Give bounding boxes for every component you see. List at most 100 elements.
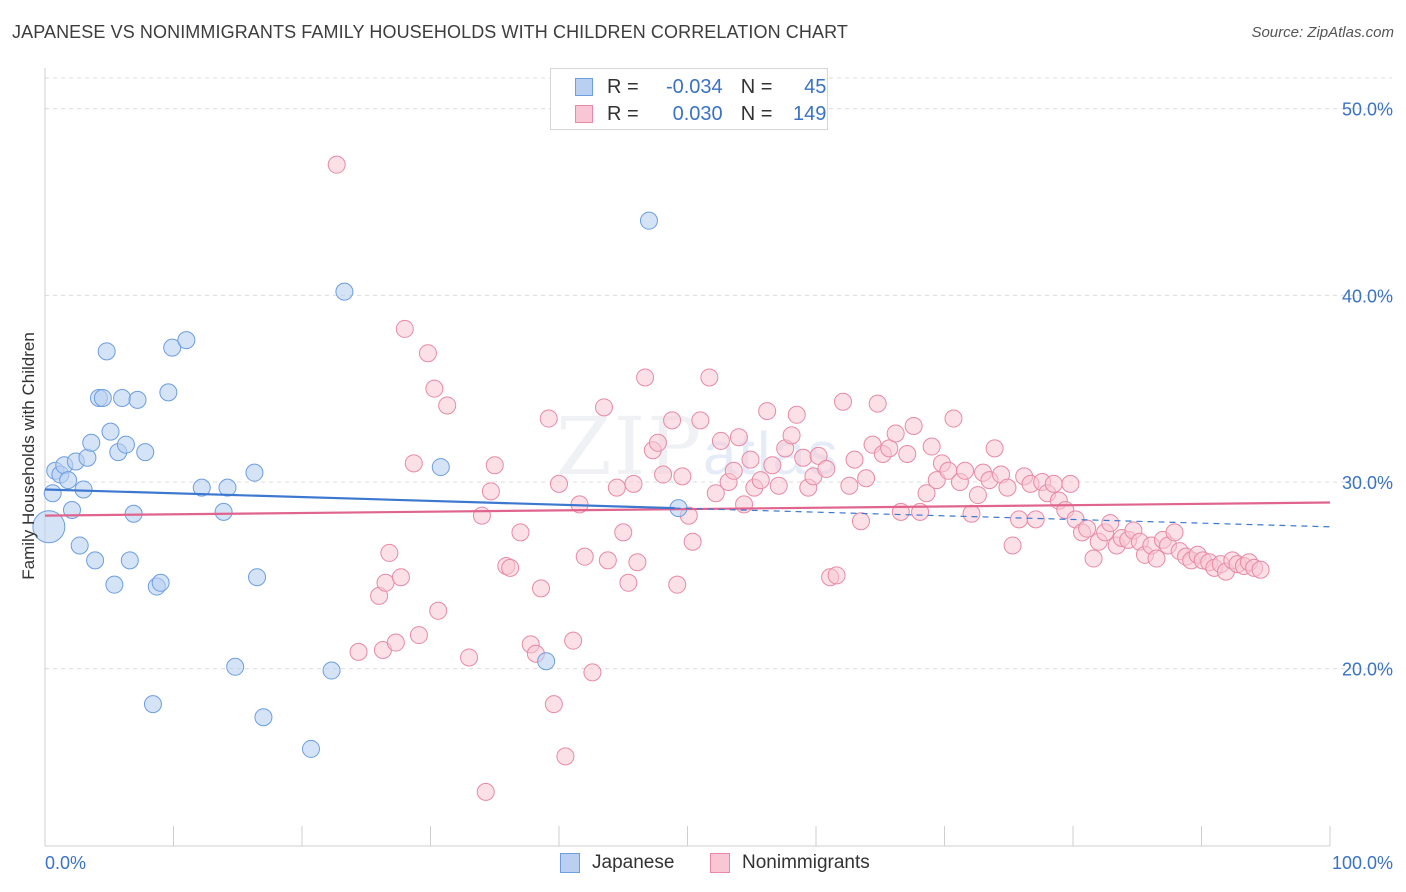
nonimmigrants-point (564, 631, 583, 650)
nonimmigrants-point (395, 319, 414, 338)
nonimmigrants-point (438, 396, 457, 415)
legend-r-value: -0.034 (665, 75, 723, 98)
nonimmigrants-point (922, 437, 941, 456)
nonimmigrants-point (460, 648, 479, 667)
nonimmigrants-point (917, 484, 936, 503)
bottom-legend-label-japanese: Japanese (592, 852, 675, 873)
japanese-point (82, 433, 101, 452)
nonimmigrants-point (663, 411, 682, 430)
japanese-point (32, 510, 66, 544)
nonimmigrants-point (782, 426, 801, 445)
nonimmigrants-point (827, 566, 846, 585)
nonimmigrants-point (654, 465, 673, 484)
nonimmigrants-point (751, 471, 770, 490)
nonimmigrants-point (476, 782, 495, 801)
nonimmigrants-point (1147, 549, 1166, 568)
nonimmigrants-point (840, 476, 859, 495)
y-tick-label: 40.0% (1342, 286, 1393, 306)
japanese-point (101, 422, 120, 441)
japanese-point (143, 695, 162, 714)
nonimmigrants-point (886, 424, 905, 443)
bottom-legend-swatch-japanese (560, 853, 580, 873)
nonimmigrants-point (472, 506, 491, 525)
nonimmigrants-point (794, 448, 813, 467)
nonimmigrants-point (380, 543, 399, 562)
nonimmigrants-point (998, 478, 1017, 497)
nonimmigrants-point (624, 474, 643, 493)
japanese-point (113, 389, 132, 407)
nonimmigrants-point (636, 368, 655, 387)
nonimmigrants-point (485, 456, 504, 475)
source-credit: Source: ZipAtlas.com (1251, 24, 1394, 41)
nonimmigrants-point (673, 467, 692, 486)
nonimmigrants-point (1101, 514, 1120, 533)
nonimmigrants-point (851, 512, 870, 531)
legend-row-nonimmigrants: R = 0.030 N = 149 (575, 103, 826, 125)
legend-n-label: N = (740, 102, 773, 125)
japanese-point (192, 478, 211, 497)
japanese-point (136, 443, 155, 462)
japanese-point (105, 575, 124, 594)
japanese-point (116, 435, 135, 454)
nonimmigrants-point (607, 478, 626, 497)
japanese-point (214, 502, 233, 521)
japanese-point (159, 383, 178, 402)
nonimmigrants-point (594, 398, 613, 417)
nonimmigrants-point (769, 476, 788, 495)
nonimmigrants-point (614, 523, 633, 542)
nonimmigrants-point (429, 601, 448, 620)
y-axis-label: Family Households with Children (19, 332, 38, 580)
y-tick-label: 50.0% (1342, 100, 1393, 120)
japanese-point (86, 551, 105, 570)
nonimmigrants-point (833, 392, 852, 411)
japanese-point (151, 573, 170, 592)
bottom-legend-nonimmigrants: Nonimmigrants (710, 852, 870, 874)
nonimmigrants-point (409, 626, 428, 645)
nonimmigrants-point (985, 439, 1004, 458)
japanese-point (431, 458, 450, 477)
legend-swatch-japanese (575, 78, 593, 96)
japanese-point (245, 463, 264, 482)
japanese-trend-line (44, 488, 675, 510)
nonimmigrants-point (956, 461, 975, 480)
nonimmigrants-point (944, 409, 963, 428)
nonimmigrants-point (898, 445, 917, 463)
japanese-point (254, 708, 273, 727)
japanese-point (226, 657, 245, 676)
japanese-point (322, 661, 341, 680)
legend-n-label: N = (740, 75, 773, 98)
bottom-legend-swatch-nonimmigrants (710, 853, 730, 873)
japanese-point (70, 536, 89, 555)
nonimmigrants-point (619, 573, 638, 592)
legend-n-value: 45 (804, 75, 827, 98)
japanese-point (177, 331, 196, 350)
nonimmigrants-point (700, 368, 719, 387)
nonimmigrants-point (706, 484, 725, 503)
nonimmigrants-point (729, 428, 748, 447)
nonimmigrants-point (376, 573, 395, 592)
japanese-point (301, 739, 320, 758)
japanese-point (248, 568, 267, 587)
nonimmigrants-point (741, 450, 760, 469)
nonimmigrants-point (1165, 523, 1184, 542)
japanese-point (97, 342, 116, 361)
nonimmigrants-point (1003, 536, 1022, 555)
nonimmigrants-point (668, 575, 687, 594)
nonimmigrants-point (327, 155, 346, 174)
nonimmigrants-point (904, 417, 923, 435)
nonimmigrants-point (758, 402, 777, 421)
nonimmigrants-point (598, 551, 617, 570)
nonimmigrants-point (349, 642, 368, 661)
nonimmigrants-point (711, 431, 730, 450)
nonimmigrants-point (481, 482, 500, 501)
nonimmigrants-point (556, 747, 575, 766)
y-tick-label: 30.0% (1342, 473, 1393, 493)
legend-row-japanese: R = -0.034 N = 45 (575, 76, 826, 98)
legend-r-label: R = (607, 75, 639, 98)
japanese-point (128, 390, 147, 409)
nonimmigrants-point (1084, 549, 1103, 568)
nonimmigrants-point (418, 344, 437, 363)
japanese-point (218, 478, 237, 497)
nonimmigrants-point (857, 469, 876, 488)
